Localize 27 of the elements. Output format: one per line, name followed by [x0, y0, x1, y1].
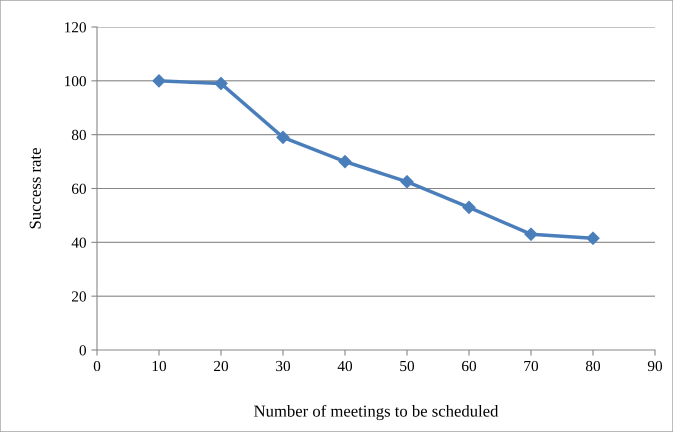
- y-tick-label: 60: [72, 184, 86, 194]
- point: [338, 154, 352, 168]
- x-tick-label: 70: [524, 360, 538, 372]
- x-tick-label: 90: [648, 360, 662, 372]
- point: [586, 232, 600, 245]
- point: [214, 76, 228, 90]
- y-tick-label: 40: [72, 237, 86, 248]
- y-tick-label: 20: [72, 291, 86, 302]
- x-tick-label: 0: [94, 360, 100, 372]
- y-tick-label: 80: [72, 130, 86, 140]
- x-tick-label: 20: [214, 360, 228, 372]
- x-tick-label: 40: [338, 360, 352, 372]
- point: [276, 130, 290, 144]
- point: [152, 74, 166, 88]
- point: [400, 175, 414, 188]
- x-tick-label: 80: [586, 360, 600, 372]
- x-tick-label: 60: [462, 360, 476, 372]
- x-axis-title: Number of meetings to be scheduled: [254, 404, 498, 420]
- point: [524, 228, 538, 241]
- x-tick-label: 50: [400, 360, 414, 372]
- point: [462, 200, 476, 214]
- x-tick-label: 30: [276, 360, 290, 372]
- x-tick-label: 10: [152, 360, 166, 372]
- y-tick-label: 100: [65, 76, 86, 86]
- y-tick-label: 120: [65, 22, 86, 32]
- y-tick-label: 0: [80, 345, 86, 356]
- y-axis-title: Success rate: [30, 148, 41, 228]
